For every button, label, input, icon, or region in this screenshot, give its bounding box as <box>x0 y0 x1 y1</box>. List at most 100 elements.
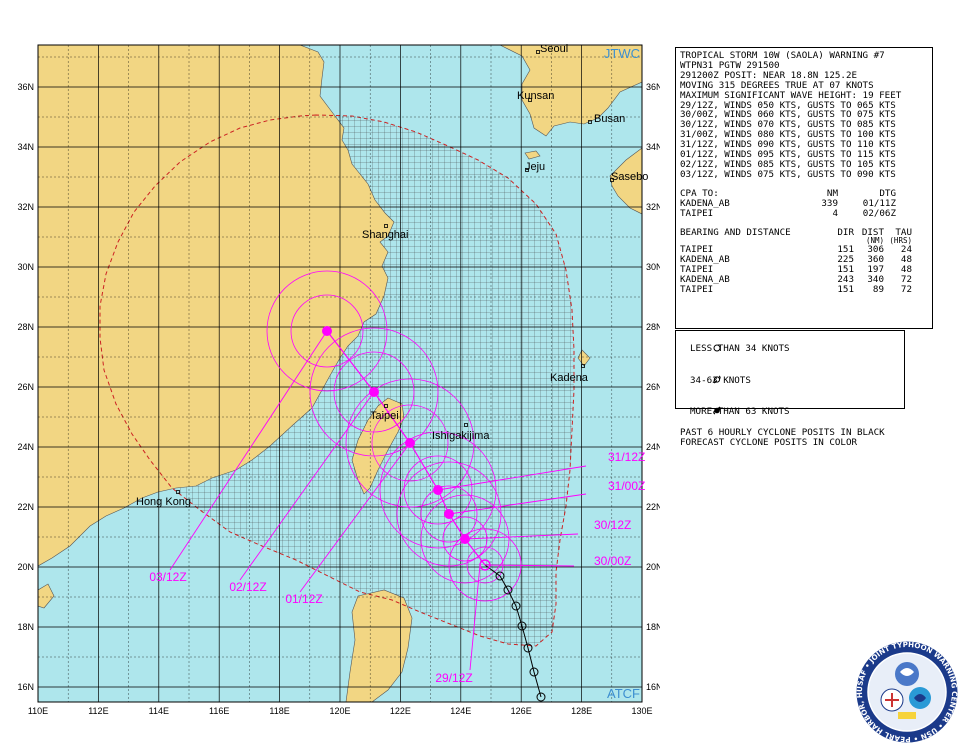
latitude-label: 18N <box>17 622 34 632</box>
longitude-labels: 110E 112E 114E 116E 118E 120E 122E 124E 126E 128E… <box>28 706 653 716</box>
wind-radius-circle <box>420 494 510 584</box>
latitude-label: 20N <box>17 562 34 572</box>
latitude-label: 32N <box>17 202 34 212</box>
forecast-row: 30/12Z, WINDS 070 KTS, GUSTS TO 085 KTS <box>680 119 896 131</box>
latitude-labels-left: 36N 34N 32N 30N 28N 26N 24N 22N 20N 18N 16N <box>17 82 34 692</box>
storm-filled-icon <box>680 396 721 428</box>
longitude-label: 112E <box>88 706 108 716</box>
forecast-leader-line <box>469 564 481 671</box>
wind-radius-circle <box>403 455 473 525</box>
wind-radius-circle <box>371 404 449 482</box>
latitude-label: 20N <box>646 562 660 572</box>
circle-open-icon <box>680 334 721 365</box>
forecast-time-label: 29/12Z <box>435 671 472 685</box>
wind-radius-circle <box>442 516 488 562</box>
past-position-marker <box>523 643 533 653</box>
latitude-label: 36N <box>646 82 660 92</box>
wind-radius-circle <box>379 431 497 549</box>
latitude-label: 28N <box>17 322 34 332</box>
latitude-label: 28N <box>646 322 660 332</box>
legend-item: MORE THAN 63 KNOTS <box>680 396 900 428</box>
longitude-label: 120E <box>329 706 350 716</box>
latitude-label: 24N <box>646 442 660 452</box>
forecast-row: 03/12Z, WINDS 075 KTS, GUSTS TO 090 KTS <box>680 168 896 180</box>
latitude-labels-right: 36N 34N 32N 30N 28N 26N 24N 22N 20N 18N 16N <box>646 82 660 692</box>
track-map: 36N 34N 32N 30N 28N 26N 24N 22N 20N 18N 16N 36N 34N… <box>17 43 660 716</box>
forecast-row: 29/12Z, WINDS 050 KTS, GUSTS TO 065 KTS <box>680 99 896 111</box>
cpa-row: KADENA_AB 339 01/11Z <box>680 197 896 209</box>
latitude-label: 24N <box>17 442 34 452</box>
forecast-time-label: 02/12Z <box>229 580 266 594</box>
forecast-leader-line <box>437 465 587 491</box>
place-label: Ishigakijima <box>432 430 490 442</box>
bearing-row: TAIPEI 151 89 72 <box>680 284 912 296</box>
place-marker <box>384 404 388 408</box>
place-label: Busan <box>594 113 625 125</box>
bearing-row: TAIPEI 151 306 24 <box>680 244 912 256</box>
atcf-mark: ATCF <box>607 686 640 701</box>
forecast-time-label: 03/12Z <box>149 570 186 584</box>
place-label: Jeju <box>525 161 545 173</box>
bearing-row: KADENA_AB 243 340 72 <box>680 274 912 286</box>
bearing-row: KADENA_AB 225 360 48 <box>680 254 912 266</box>
longitude-label: 124E <box>450 706 471 716</box>
forecast-time-labels: 31/12Z 31/00Z 30/12Z 30/00Z 29/12Z 01/12Z 02/1… <box>149 330 645 685</box>
longitude-label: 122E <box>390 706 411 716</box>
latitude-label: 36N <box>17 82 34 92</box>
place-marker <box>384 224 388 228</box>
bearing-header: BEARING AND DISTANCE DIR DIST TAU <box>680 226 912 238</box>
wave-height-line: MAXIMUM SIGNIFICANT WAVE HEIGHT: 19 FEET <box>680 89 902 101</box>
longitude-label: 128E <box>571 706 592 716</box>
forecast-row: 01/12Z, WINDS 095 KTS, GUSTS TO 115 KTS <box>680 149 896 161</box>
latitude-label: 30N <box>17 262 34 272</box>
bearing-row: TAIPEI 151 197 48 <box>680 264 912 276</box>
wind-radius-circle <box>309 327 439 457</box>
wind-radius-circle <box>396 461 502 567</box>
forecast-leader-line <box>239 391 375 581</box>
latitude-label: 34N <box>17 142 34 152</box>
longitude-label: 126E <box>511 706 532 716</box>
past-position-marker <box>503 585 513 595</box>
place-marker <box>588 120 592 124</box>
wind-radius-circle <box>333 351 415 433</box>
warning-title: TROPICAL STORM 10W (SAOLA) WARNING #7 <box>680 50 885 61</box>
korea-land <box>499 45 642 137</box>
latitude-label: 16N <box>17 682 34 692</box>
warning-info-panel: TROPICAL STORM 10W (SAOLA) WARNING #7 WT… <box>675 47 933 329</box>
place-label: Shanghai <box>362 229 409 241</box>
forecast-row: 31/00Z, WINDS 080 KTS, GUSTS TO 100 KTS <box>680 129 896 141</box>
forecast-time-label: 31/00Z <box>608 479 645 493</box>
place-marker <box>536 50 540 54</box>
latitude-label: 34N <box>646 142 660 152</box>
forecast-time-label: 30/12Z <box>594 518 631 532</box>
latitude-label: 26N <box>17 382 34 392</box>
past-track <box>484 564 546 702</box>
place-label: Sasebo <box>611 171 648 183</box>
place-label: Kadena <box>550 372 589 384</box>
place-marker <box>610 178 614 182</box>
forecast-leader-line <box>169 330 328 571</box>
forecast-time-label: 01/12Z <box>285 592 322 606</box>
place-marker <box>464 423 468 427</box>
forecast-time-label: 31/12Z <box>608 450 645 464</box>
latitude-label: 30N <box>646 262 660 272</box>
latitude-label: 16N <box>646 682 660 692</box>
map-canvas: 36N 34N 32N 30N 28N 26N 24N 22N 20N 18N 16N 36N 34N… <box>17 43 660 716</box>
wind-radius-circle <box>420 485 478 543</box>
past-position-marker <box>529 667 539 677</box>
longitude-label: 116E <box>209 706 229 716</box>
past-position-marker <box>511 601 521 611</box>
place-label: Kunsan <box>517 90 554 102</box>
legend-panel: LESS THAN 34 KNOTS 34-63 KNOTS MORE THAN… <box>675 330 905 447</box>
cpa-row: TAIPEI 4 02/06Z <box>680 207 896 219</box>
wind-radius-circle <box>290 294 364 368</box>
longitude-label: 114E <box>149 706 169 716</box>
longitude-label: 130E <box>631 706 652 716</box>
legend-note-forecast: FORECAST CYCLONE POSITS IN COLOR <box>680 437 858 449</box>
longitude-label: 110E <box>28 706 48 716</box>
latitude-label: 22N <box>17 502 34 512</box>
japan-land <box>609 147 642 215</box>
wind-radius-circle <box>266 270 388 392</box>
past-position-marker <box>536 692 546 702</box>
storm-open-icon <box>680 365 721 397</box>
